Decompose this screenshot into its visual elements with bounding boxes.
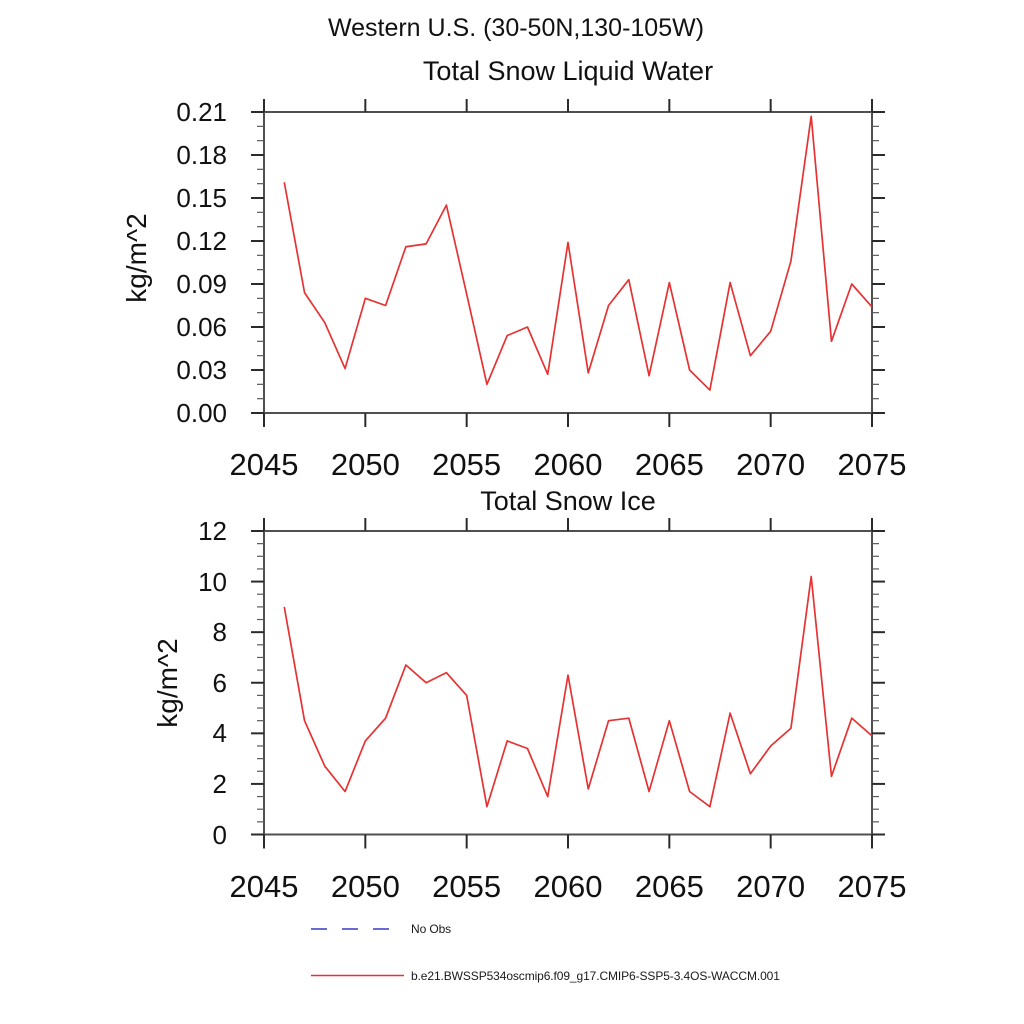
chart1-x-tick-label: 2065 [634,447,704,482]
chart2-y-tick-label: 6 [212,667,227,698]
chart1-y-tick-label: 0.06 [176,312,227,342]
legend-model-label: b.e21.BWSSP534oscmip6.f09_g17.CMIP6-SSP5… [411,969,780,983]
chart2-x-tick-label: 2065 [634,868,704,904]
chart2-x-tick-label: 2060 [533,868,603,904]
legend-no-obs-label: No Obs [411,922,452,936]
figure-suptitle: Western U.S. (30-50N,130-105W) [327,14,705,42]
chart2-x-tick-label: 2070 [736,868,806,904]
chart1-series-line [283,115,873,391]
chart2-y-tick-label: 4 [212,718,227,749]
chart1-x-tick-label: 2070 [736,447,806,482]
chart1-title: Total Snow Liquid Water [422,56,714,86]
chart1-y-tick-label: 0.09 [176,269,227,299]
chart2-x-tick-label: 2055 [432,868,502,904]
chart2-y-tick-label: 10 [198,566,227,597]
chart1-y-tick-label: 0.18 [176,140,227,170]
chart2-title: Total Snow Ice [480,486,656,516]
chart1-x-tick-label: 2050 [330,447,400,482]
chart2-y-tick-label: 0 [212,819,227,850]
chart2-y-tick-label: 8 [212,617,227,648]
chart2-x-tick-label: 2045 [229,868,299,904]
chart2-x-tick-label: 2050 [330,868,400,904]
chart1-x-tick-label: 2060 [533,447,603,482]
chart1-x-tick-label: 2075 [837,447,907,482]
chart1-y-tick-label: 0.12 [176,226,227,256]
chart1-y-tick-label: 0.21 [176,97,227,127]
chart1-x-tick-label: 2045 [229,447,299,482]
chart1-y-tick-label: 0.00 [176,398,227,428]
chart1-frame [263,111,873,414]
chart1-y-tick-label: 0.15 [176,183,227,213]
chart2-x-tick-label: 2075 [837,868,907,904]
chart2-series-line [283,575,873,808]
chart2-y-tick-label: 2 [212,768,227,799]
chart2-frame [263,530,873,836]
chart2-y-tick-label: 12 [198,516,227,546]
chart1-x-tick-label: 2055 [432,447,502,482]
chart1-y-tick-label: 0.03 [176,355,227,385]
